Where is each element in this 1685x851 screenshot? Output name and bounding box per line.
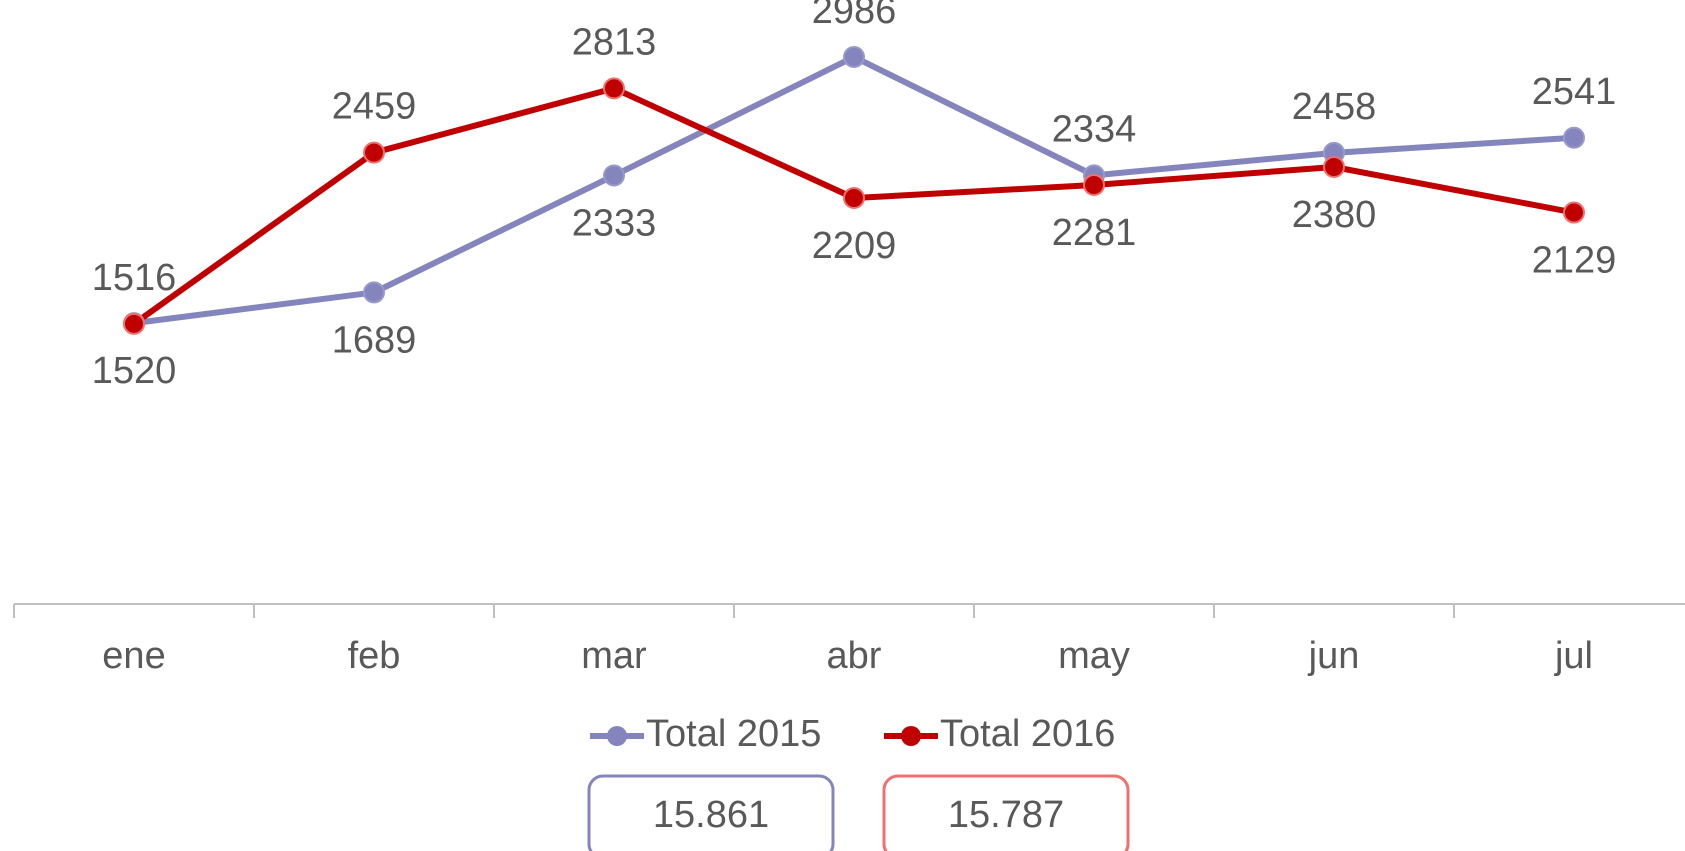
- data-label: 2129: [1532, 240, 1617, 282]
- data-label: 2813: [572, 21, 657, 63]
- total-box: [882, 774, 1130, 851]
- point: [843, 45, 865, 68]
- legend-marker: [607, 726, 627, 746]
- x-tick-label: may: [1058, 635, 1130, 677]
- legend-label: Total 2015: [646, 713, 821, 755]
- point: [1563, 126, 1585, 149]
- legend-label: Total 2016: [940, 713, 1115, 755]
- point: [363, 141, 385, 164]
- point: [1563, 201, 1585, 224]
- data-label: 1516: [92, 257, 177, 299]
- point: [363, 281, 385, 304]
- data-label: 2541: [1532, 71, 1617, 113]
- data-label: 1520: [92, 350, 177, 392]
- data-label: 2459: [332, 86, 417, 128]
- x-tick-label: feb: [348, 635, 401, 677]
- point: [603, 77, 625, 100]
- legend-marker: [901, 726, 921, 746]
- data-label: 2380: [1292, 194, 1377, 236]
- total-label: 15.787: [948, 794, 1064, 836]
- data-label: 1689: [332, 319, 417, 361]
- point: [843, 187, 865, 210]
- x-tick-label: mar: [581, 635, 647, 677]
- point: [1083, 173, 1105, 196]
- point: [603, 164, 625, 187]
- data-label: 2986: [812, 0, 897, 32]
- x-tick-label: abr: [827, 635, 882, 677]
- x-tick-label: jul: [1554, 635, 1593, 677]
- point: [123, 312, 145, 335]
- data-label: 2209: [812, 225, 897, 267]
- data-label: 2333: [572, 203, 657, 245]
- x-tick-label: ene: [102, 635, 165, 677]
- data-label: 2281: [1052, 212, 1137, 254]
- total-label: 15.861: [653, 794, 769, 836]
- point: [1323, 155, 1345, 178]
- data-label: 2458: [1292, 86, 1377, 128]
- total-box: [587, 774, 835, 851]
- x-tick-label: jun: [1308, 635, 1360, 677]
- data-label: 2334: [1052, 108, 1137, 150]
